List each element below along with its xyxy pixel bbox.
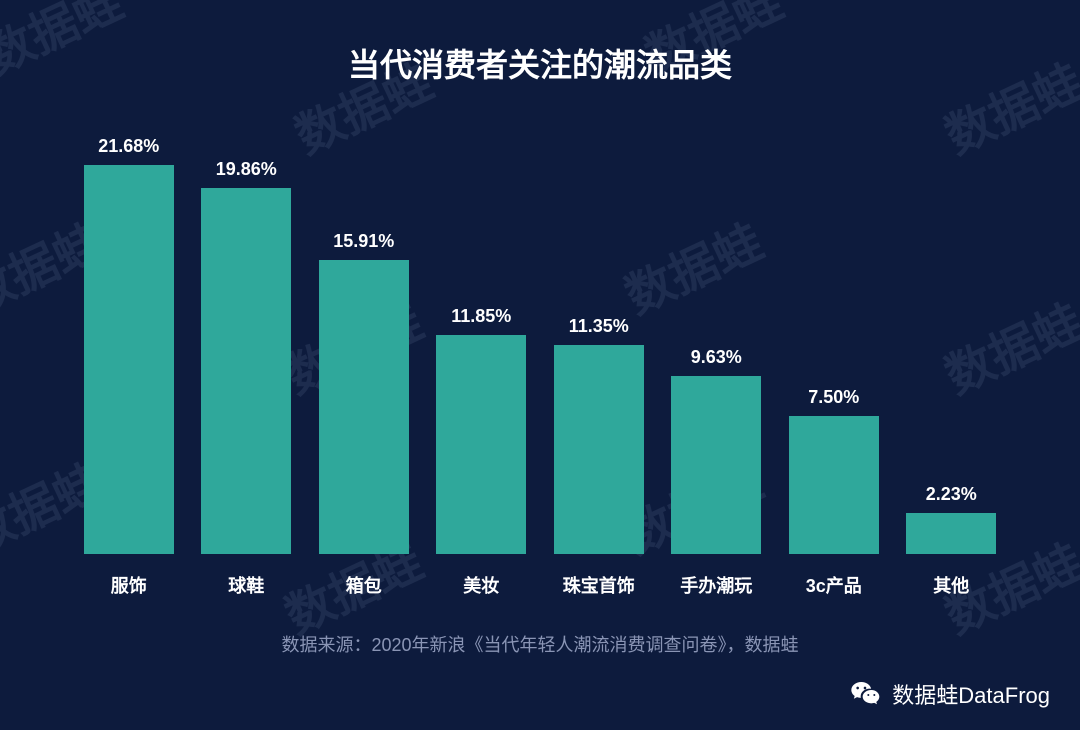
bar — [201, 188, 291, 554]
bar — [436, 335, 526, 554]
bar-group: 15.91% 箱包 — [311, 136, 417, 596]
bar-group: 9.63% 手办潮玩 — [664, 136, 770, 596]
bar-category-label: 3c产品 — [806, 572, 862, 596]
bar-group: 11.35% 珠宝首饰 — [546, 136, 652, 596]
wechat-icon — [850, 678, 882, 710]
bar-value-label: 2.23% — [926, 484, 977, 505]
chart-container: 当代消费者关注的潮流品类 21.68% 服饰 19.86% 球鞋 15.91% 箱包 11.… — [0, 0, 1080, 730]
bar-value-label: 7.50% — [808, 387, 859, 408]
bar-value-label: 11.85% — [451, 306, 511, 327]
bar-value-label: 21.68% — [98, 136, 159, 157]
bar-group: 21.68% 服饰 — [76, 136, 182, 596]
brand-name: 数据蛙DataFrog — [892, 678, 1050, 710]
bar-value-label: 15.91% — [333, 231, 394, 252]
bar-value-label: 11.35% — [569, 316, 629, 337]
bar-value-label: 9.63% — [691, 347, 742, 368]
bar — [906, 513, 996, 554]
bar — [84, 165, 174, 554]
bar-group: 19.86% 球鞋 — [194, 136, 300, 596]
bar-category-label: 美妆 — [463, 572, 499, 596]
brand-footer: 数据蛙DataFrog — [850, 678, 1050, 710]
source-text: 数据来源：2020年新浪《当代年轻人潮流消费调查问卷》，数据蛙 — [60, 631, 1020, 657]
bar-category-label: 箱包 — [346, 572, 382, 596]
bar-category-label: 其他 — [933, 572, 969, 596]
bar-category-label: 珠宝首饰 — [563, 572, 635, 596]
bar-group: 11.85% 美妆 — [429, 136, 535, 596]
bar — [554, 345, 644, 554]
bar-category-label: 球鞋 — [228, 572, 264, 596]
bar-category-label: 手办潮玩 — [680, 572, 752, 596]
bar — [789, 416, 879, 554]
bar-group: 2.23% 其他 — [899, 136, 1005, 596]
bar — [319, 260, 409, 554]
bar-group: 7.50% 3c产品 — [781, 136, 887, 596]
bar-category-label: 服饰 — [111, 572, 147, 596]
chart-title: 当代消费者关注的潮流品类 — [60, 40, 1020, 86]
bar-value-label: 19.86% — [216, 159, 277, 180]
plot-area: 21.68% 服饰 19.86% 球鞋 15.91% 箱包 11.85% 美妆 11.35% 珠宝… — [60, 136, 1020, 596]
bar — [671, 376, 761, 554]
